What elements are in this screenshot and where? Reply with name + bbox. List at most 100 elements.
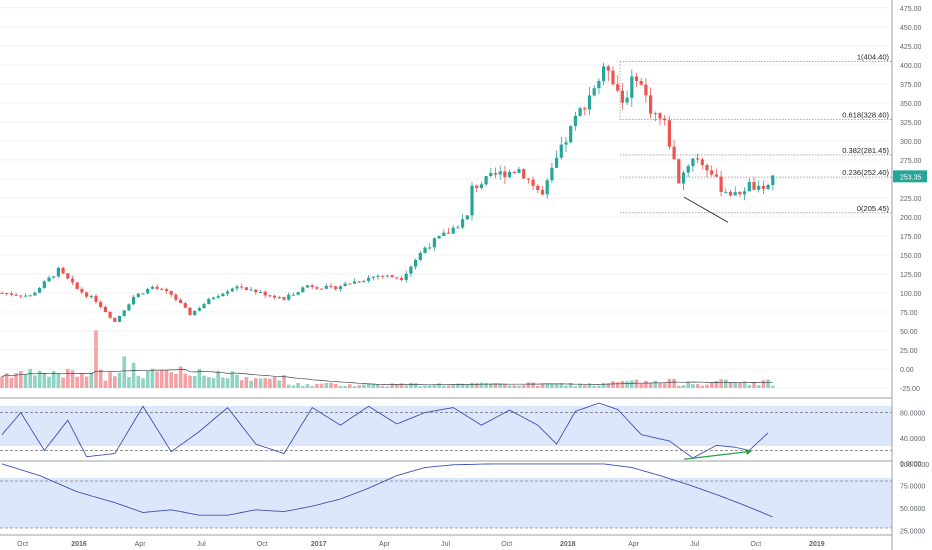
candle-body	[179, 299, 183, 304]
volume-bar	[70, 370, 75, 388]
annotations	[683, 196, 729, 223]
candle-body	[14, 294, 18, 296]
volume-bar	[667, 379, 672, 388]
candle-body	[277, 297, 281, 299]
volume-bar	[324, 382, 329, 388]
price-tick-label: 200.00	[900, 215, 922, 222]
candle-body	[305, 285, 310, 288]
candle-body	[381, 275, 385, 277]
candle-body	[197, 308, 201, 311]
volume-bar	[592, 385, 596, 388]
volume-bar	[601, 382, 606, 388]
osc2-tick-label: 50.0000	[900, 506, 925, 513]
volume-bar	[348, 384, 352, 388]
volume-bar	[174, 373, 178, 388]
volume-bar	[230, 371, 235, 388]
candle-body	[169, 290, 173, 295]
volume-bar	[625, 381, 629, 388]
candle-body	[254, 289, 258, 293]
candle-body	[738, 192, 742, 195]
candle-body	[569, 126, 573, 143]
candle-body	[338, 286, 342, 289]
candle-body	[752, 181, 756, 190]
volume-bar	[630, 380, 634, 388]
candle-body	[583, 108, 587, 110]
volume-bar	[540, 383, 545, 388]
time-tick-label: Oct	[17, 541, 28, 548]
price-tick-label: -25.00	[900, 386, 920, 393]
volume-bar	[244, 377, 249, 388]
candle-body	[747, 181, 751, 192]
volume-bar	[771, 385, 775, 388]
volume-bar	[446, 385, 451, 388]
volume-bar	[89, 372, 94, 388]
volume-bar	[578, 383, 582, 388]
candle-body	[310, 285, 314, 288]
volume-bar	[644, 380, 648, 388]
candle-body	[399, 278, 404, 280]
volume-bar	[164, 370, 169, 388]
volume-bar	[127, 377, 131, 388]
volume-bar	[42, 373, 47, 388]
candle-body	[743, 191, 747, 195]
volume-bar	[192, 375, 197, 388]
volume-bar	[639, 383, 643, 388]
candle-body	[258, 291, 263, 293]
volume-bar	[747, 384, 752, 388]
candle-body	[432, 238, 436, 248]
volume-bar	[686, 382, 690, 388]
price-tick-label: 375.00	[900, 82, 922, 89]
volume-bar	[677, 385, 681, 388]
candle-body	[94, 295, 98, 302]
volume-bar	[225, 378, 230, 388]
volume-bar	[432, 384, 437, 388]
volume-bar	[23, 374, 28, 388]
volume-bar	[385, 386, 390, 388]
volume-bar	[399, 383, 404, 388]
candle-body	[446, 232, 451, 234]
price-tick-label: 425.00	[900, 44, 922, 51]
candle-body	[540, 190, 545, 195]
volume-bar	[611, 381, 615, 388]
price-tick-label: 400.00	[900, 63, 922, 70]
volume-bar	[733, 381, 737, 388]
volume-bar	[752, 382, 756, 388]
candle-body	[630, 76, 634, 98]
candle-body	[526, 178, 530, 180]
candle-body	[616, 84, 620, 91]
candle-body	[545, 180, 549, 195]
volume-bar	[531, 382, 535, 388]
candle-body	[99, 301, 103, 307]
volume-bar	[254, 378, 258, 388]
volume-bar	[371, 383, 376, 388]
volume-bar	[554, 383, 559, 388]
volume-bar	[465, 384, 470, 388]
osc2-tick-label: 75.0000	[900, 484, 925, 491]
time-tick-label: 2016	[71, 541, 87, 548]
candle-body	[85, 292, 89, 297]
price-tick-label: 100.00	[900, 291, 922, 298]
volume-bar	[239, 380, 244, 388]
volume-bar	[489, 383, 493, 388]
candle-body	[80, 288, 84, 293]
price-tick-label: 475.00	[900, 6, 922, 13]
candle-body	[677, 159, 681, 184]
volume-bar	[263, 378, 267, 388]
candle-body	[625, 97, 629, 103]
candle-body	[263, 291, 267, 296]
candle-body	[108, 311, 112, 318]
volume-bar	[587, 383, 592, 388]
osc1-tick-label: 40.0000	[900, 436, 925, 443]
candle-body	[188, 307, 192, 316]
candle-body	[70, 278, 75, 283]
volume-bar	[724, 379, 728, 388]
candle-body	[390, 275, 394, 278]
volume-bar	[258, 378, 263, 388]
volume-bar	[766, 379, 770, 388]
candle-body	[301, 287, 305, 293]
candle-body	[559, 144, 563, 158]
volume-bar	[564, 385, 568, 388]
candle-body	[268, 295, 272, 297]
candle-body	[75, 282, 79, 289]
